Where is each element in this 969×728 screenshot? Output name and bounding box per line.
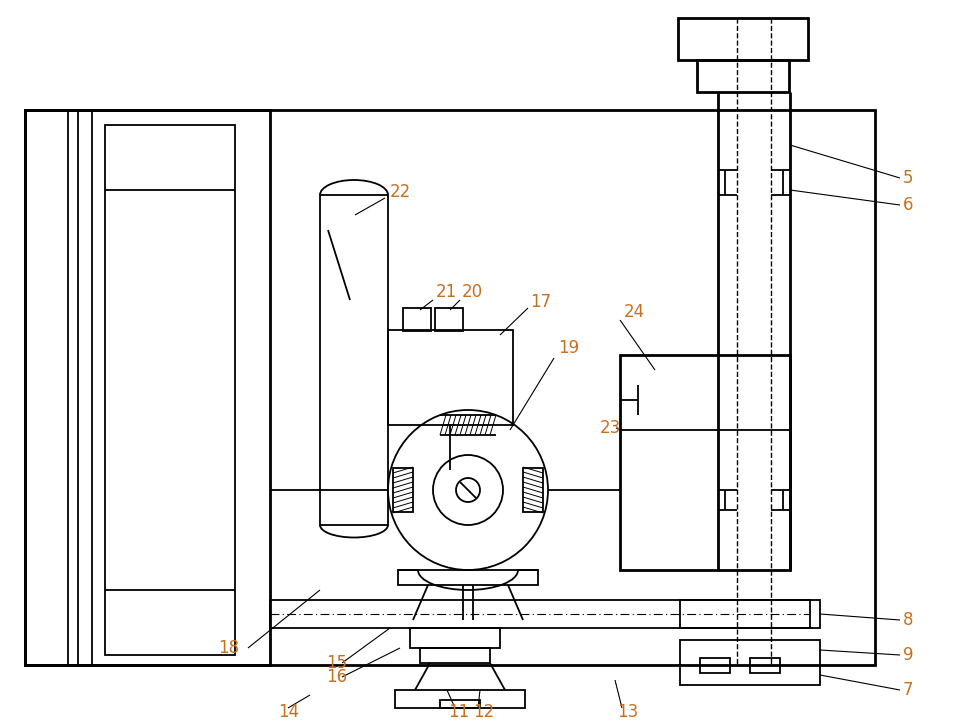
Text: 23: 23: [600, 419, 621, 437]
Bar: [25, 110, 270, 665]
Text: 5: 5: [903, 169, 914, 187]
Bar: [403, 308, 431, 331]
Text: 9: 9: [903, 646, 914, 664]
Bar: [700, 658, 730, 673]
Bar: [393, 468, 413, 512]
Text: 12: 12: [473, 703, 494, 721]
Text: 7: 7: [903, 681, 914, 699]
Text: 6: 6: [903, 196, 914, 214]
Bar: [420, 648, 490, 663]
Text: 8: 8: [903, 611, 914, 629]
Text: 11: 11: [448, 703, 469, 721]
Bar: [697, 60, 789, 92]
Bar: [440, 700, 480, 708]
Bar: [25, 110, 875, 665]
Bar: [678, 18, 808, 60]
Text: 14: 14: [278, 703, 299, 721]
Bar: [395, 690, 525, 708]
Bar: [435, 308, 463, 331]
Text: 21: 21: [436, 283, 457, 301]
Text: 19: 19: [558, 339, 579, 357]
Bar: [388, 330, 513, 425]
Bar: [410, 628, 500, 648]
Bar: [398, 570, 538, 585]
Text: 17: 17: [530, 293, 551, 311]
Text: 13: 13: [617, 703, 639, 721]
Bar: [270, 600, 810, 628]
Bar: [750, 658, 780, 673]
Bar: [320, 195, 388, 525]
Bar: [105, 125, 235, 655]
Text: 20: 20: [462, 283, 484, 301]
Text: 22: 22: [390, 183, 411, 201]
Bar: [523, 468, 543, 512]
Text: 15: 15: [326, 654, 347, 672]
Text: 16: 16: [326, 668, 347, 686]
Text: 18: 18: [218, 639, 239, 657]
Bar: [620, 355, 790, 570]
Bar: [680, 640, 820, 685]
Bar: [680, 600, 820, 628]
Text: 24: 24: [624, 303, 645, 321]
